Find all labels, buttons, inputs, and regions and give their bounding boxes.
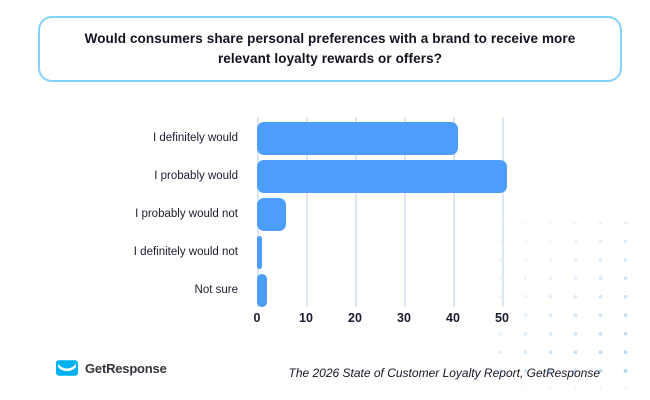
envelope-icon: [56, 360, 78, 376]
question-title-line2: relevant loyalty rewards or offers?: [217, 51, 443, 66]
x-axis-tick-40: 40: [446, 311, 460, 325]
gridline-x20: [355, 117, 357, 307]
category-label-3: I probably would not: [135, 208, 238, 220]
gridline-x50: [502, 117, 504, 307]
getresponse-logo: GetResponse: [56, 358, 167, 378]
gridline-x10: [306, 117, 308, 307]
source-citation: The 2026 State of Customer Loyalty Repor…: [288, 366, 600, 380]
category-label-4: I definitely would not: [133, 246, 238, 258]
bar-3: [257, 198, 287, 231]
gridline-x30: [404, 117, 406, 307]
bar-2: [257, 160, 507, 193]
category-label-2: I probably would: [154, 170, 238, 182]
brand-name: GetResponse: [85, 360, 167, 376]
question-title-line1: Would consumers share personal preferenc…: [84, 31, 576, 46]
x-axis-tick-30: 30: [397, 311, 411, 325]
x-axis-tick-20: 20: [348, 311, 362, 325]
category-label-5: Not sure: [194, 284, 238, 296]
question-title-box: Would consumers share personal preferenc…: [38, 16, 622, 82]
x-axis-tick-50: 50: [495, 311, 509, 325]
x-axis-tick-0: 0: [253, 311, 261, 325]
gridline-x40: [453, 117, 455, 307]
bar-4: [257, 236, 262, 269]
category-label-1: I definitely would: [152, 132, 238, 144]
bar-1: [257, 122, 458, 155]
x-axis-tick-10: 10: [299, 311, 313, 325]
bar-5: [257, 274, 267, 307]
dot-pattern-decoration: [478, 222, 648, 388]
